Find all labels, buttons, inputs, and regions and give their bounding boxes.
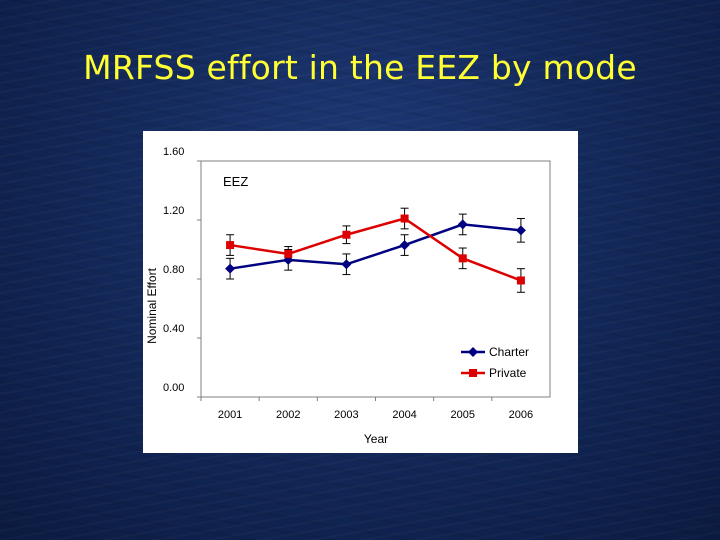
legend-private-label: Private	[489, 366, 527, 380]
series-markers	[225, 214, 526, 285]
x-tick-label: 2004	[392, 409, 416, 421]
x-axis-title: Year	[364, 432, 388, 446]
x-tick-label: 2003	[334, 409, 358, 421]
charter-point	[399, 240, 410, 251]
axes	[197, 160, 551, 401]
private-point	[342, 230, 351, 239]
private-point	[226, 241, 235, 250]
legend: Charter Private	[461, 345, 529, 380]
plot-frame	[200, 160, 551, 398]
private-point	[284, 249, 293, 258]
private-line	[229, 217, 522, 282]
tick-labels: 0.00 0.40 0.80 1.20 1.60 2001 2002 2003 2004 2005…	[163, 146, 533, 421]
y-axis-title: Nominal Effort	[145, 267, 159, 343]
slide-title: MRFSS effort in the EEZ by mode	[83, 48, 637, 87]
charter-point	[457, 219, 468, 230]
x-tick-label: 2005	[451, 409, 475, 421]
line-chart: 0.00 0.40 0.80 1.20 1.60 2001 2002 2003 2004 2005…	[145, 146, 551, 446]
y-tick-label: 0.00	[163, 382, 184, 394]
legend-charter-label: Charter	[489, 345, 529, 359]
series-lines	[229, 217, 522, 282]
private-point	[400, 214, 409, 223]
y-tick-label: 0.80	[163, 264, 184, 276]
x-tick-label: 2002	[276, 409, 300, 421]
legend-charter-marker	[468, 347, 478, 357]
x-tick-label: 2006	[509, 409, 533, 421]
charter-line	[229, 223, 522, 270]
charter-point	[225, 263, 236, 274]
legend-private-marker	[469, 369, 477, 377]
charter-point	[515, 225, 526, 236]
y-tick-label: 1.20	[163, 205, 184, 217]
charter-point	[341, 259, 352, 270]
private-point	[516, 276, 525, 285]
private-point	[458, 254, 467, 263]
y-tick-label: 0.40	[163, 323, 184, 335]
y-tick-label: 1.60	[163, 146, 184, 158]
x-tick-label: 2001	[218, 409, 242, 421]
chart-annotation: EEZ	[223, 174, 248, 189]
chart-panel: 0.00 0.40 0.80 1.20 1.60 2001 2002 2003 2004 2005…	[143, 131, 578, 453]
